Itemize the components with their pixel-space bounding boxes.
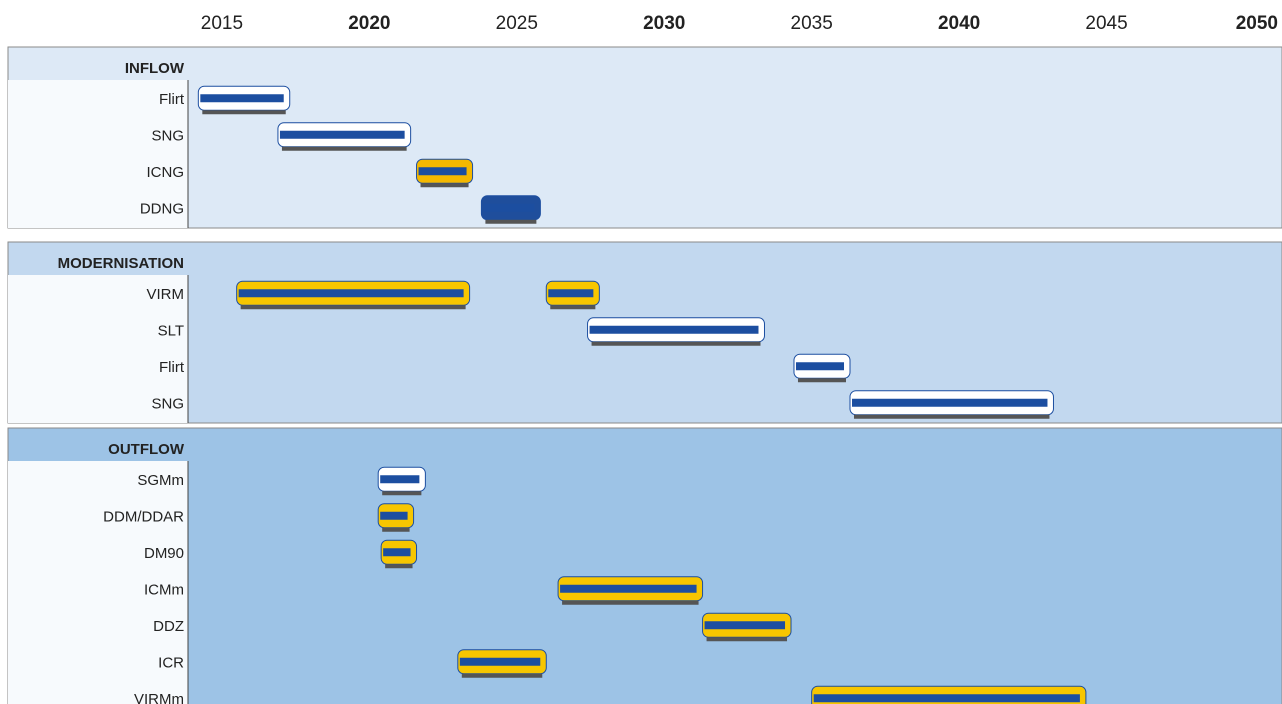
train-bogies (385, 564, 412, 568)
train-bogies (202, 110, 285, 114)
train-bogies (462, 674, 542, 678)
x-tick-label: 2045 (1085, 13, 1127, 34)
train-stripe (814, 694, 1080, 702)
train-stripe (796, 362, 844, 370)
train-stripe (548, 289, 593, 297)
chart: 2015 2020 2025 2030 2035 2040 2045 2050 INFLOW Fl… (0, 0, 1282, 704)
train-bogies (282, 147, 407, 151)
row-label: VIRM (147, 286, 185, 303)
x-tick-label: 2035 (791, 13, 833, 34)
group-label: MODERNISATION (58, 255, 184, 272)
train-stripe (705, 621, 785, 629)
row-label: SLT (158, 323, 184, 340)
train-bogies (562, 601, 698, 605)
train-stripe (483, 204, 534, 212)
row-label: DDZ (153, 618, 184, 635)
x-tick-label: 2040 (938, 13, 980, 34)
row-label: Flirt (159, 359, 185, 376)
row-label: DM90 (144, 545, 184, 562)
train-stripe (419, 167, 467, 175)
train-bogies (854, 415, 1049, 419)
group-label: OUTFLOW (108, 441, 185, 458)
train-stripe (852, 399, 1047, 407)
x-tick-label: 2030 (643, 13, 685, 34)
x-tick-label: 2015 (201, 13, 243, 34)
train-stripe (590, 326, 759, 334)
train-stripe (460, 658, 540, 666)
row-label: SNG (151, 128, 184, 145)
row-label: SGMm (137, 472, 184, 489)
train-bogies (382, 528, 409, 532)
train-bogies (382, 491, 421, 495)
page: 2015 2020 2025 2030 2035 2040 2045 2050 INFLOW Fl… (0, 0, 1282, 704)
train-bogies (241, 305, 466, 309)
train-stripe (280, 131, 405, 139)
row-label: SNG (151, 396, 184, 413)
train-stripe (560, 585, 696, 593)
group-background (8, 428, 1282, 704)
train-bogies (550, 305, 595, 309)
row-label: DDNG (140, 201, 184, 218)
train-bogies (798, 378, 846, 382)
group-label: INFLOW (125, 60, 185, 77)
row-label: ICNG (147, 164, 185, 181)
row-label: DDM/DDAR (103, 509, 184, 526)
x-tick-label: 2050 (1236, 13, 1278, 34)
train-stripe (239, 289, 464, 297)
train-bogies (421, 183, 469, 187)
train-bogies (707, 637, 787, 641)
row-label: Flirt (159, 91, 185, 108)
row-label: ICMm (144, 582, 184, 599)
group-background (8, 47, 1282, 228)
row-label: VIRMm (134, 691, 184, 704)
x-tick-label: 2025 (496, 13, 538, 34)
row-label: ICR (158, 655, 184, 672)
train-stripe (200, 94, 283, 102)
x-tick-label: 2020 (348, 13, 390, 34)
train-stripe (383, 548, 410, 556)
train-stripe (380, 475, 419, 483)
train-bogies (592, 342, 761, 346)
train-stripe (380, 512, 407, 520)
train-bogies (485, 220, 536, 224)
